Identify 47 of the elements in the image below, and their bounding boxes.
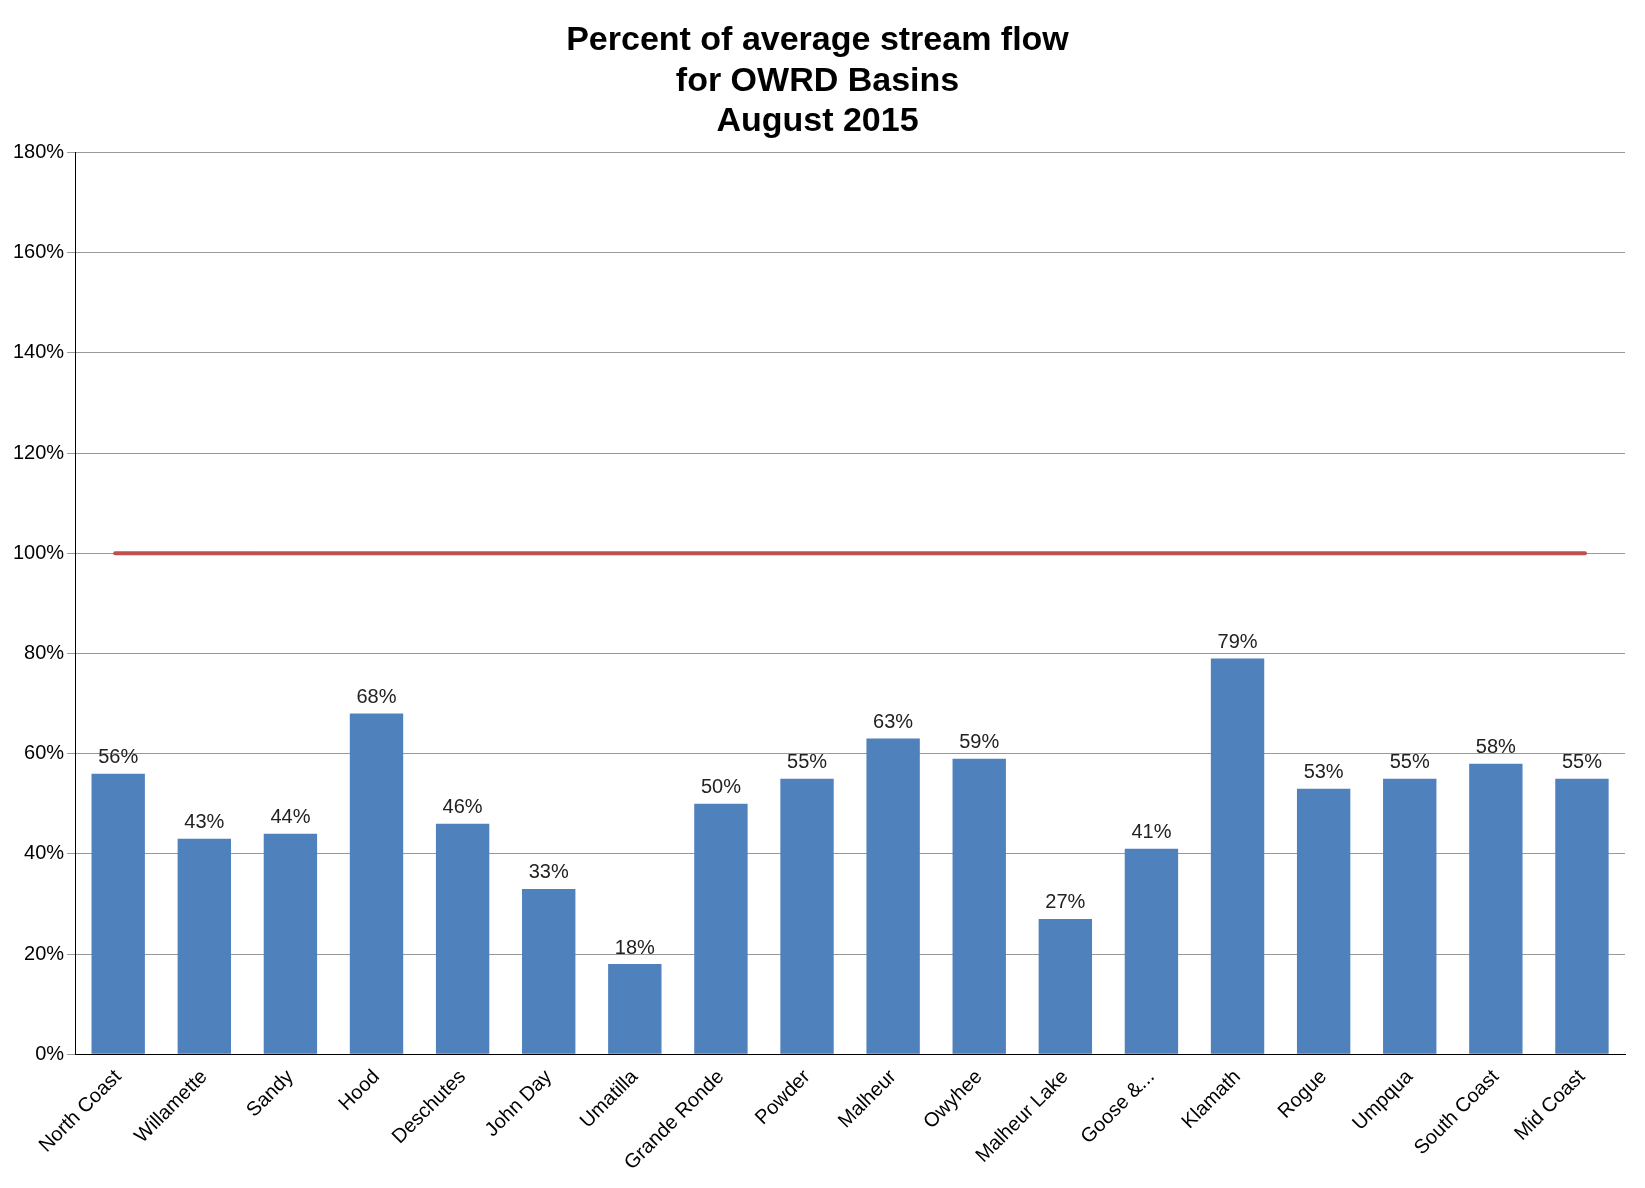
bar (522, 888, 576, 1054)
bar (349, 713, 404, 1054)
bar (1469, 763, 1523, 1054)
data-label: 56% (98, 745, 139, 768)
data-label: 63% (873, 710, 914, 733)
data-label: 55% (1561, 750, 1603, 773)
y-tick-label: 180% (13, 139, 65, 162)
y-tick-label: 140% (13, 340, 65, 363)
bar (263, 833, 318, 1054)
y-tick-label: 160% (13, 240, 65, 263)
bar (1296, 788, 1351, 1054)
data-label: 58% (1475, 735, 1517, 758)
bar (780, 778, 834, 1054)
data-label: 43% (184, 810, 225, 833)
data-label: 55% (787, 750, 828, 773)
bar (1555, 778, 1609, 1054)
data-label: 55% (1389, 750, 1430, 773)
bar (177, 838, 231, 1054)
data-label: 53% (1303, 760, 1344, 783)
y-tick-label: 0% (35, 1041, 65, 1064)
data-label: 50% (700, 775, 742, 798)
bar (608, 964, 662, 1054)
data-label: 46% (442, 795, 483, 818)
y-tick-label: 60% (24, 741, 65, 764)
bar (435, 823, 490, 1054)
bar (1124, 848, 1179, 1054)
data-label: 59% (959, 730, 1000, 753)
bar (91, 773, 145, 1054)
y-tick-label: 40% (24, 841, 65, 864)
bar (1383, 778, 1437, 1054)
bar (1038, 918, 1093, 1054)
y-tick-label: 80% (24, 640, 65, 663)
bar (866, 738, 920, 1054)
bar (694, 803, 748, 1054)
y-tick-label: 20% (24, 941, 65, 964)
data-label: 41% (1131, 820, 1172, 843)
data-label: 33% (528, 860, 569, 883)
data-label: 18% (614, 935, 656, 958)
y-tick-label: 100% (13, 540, 65, 563)
chart-title: Percent of average stream flow for OWRD Basins August 2015 (566, 18, 1070, 139)
bar (952, 758, 1006, 1054)
data-label: 27% (1045, 890, 1086, 913)
bar (1210, 658, 1265, 1054)
data-label: 79% (1217, 629, 1258, 652)
y-tick-label: 120% (13, 440, 65, 463)
data-label: 44% (270, 805, 311, 828)
data-label: 68% (356, 685, 397, 708)
